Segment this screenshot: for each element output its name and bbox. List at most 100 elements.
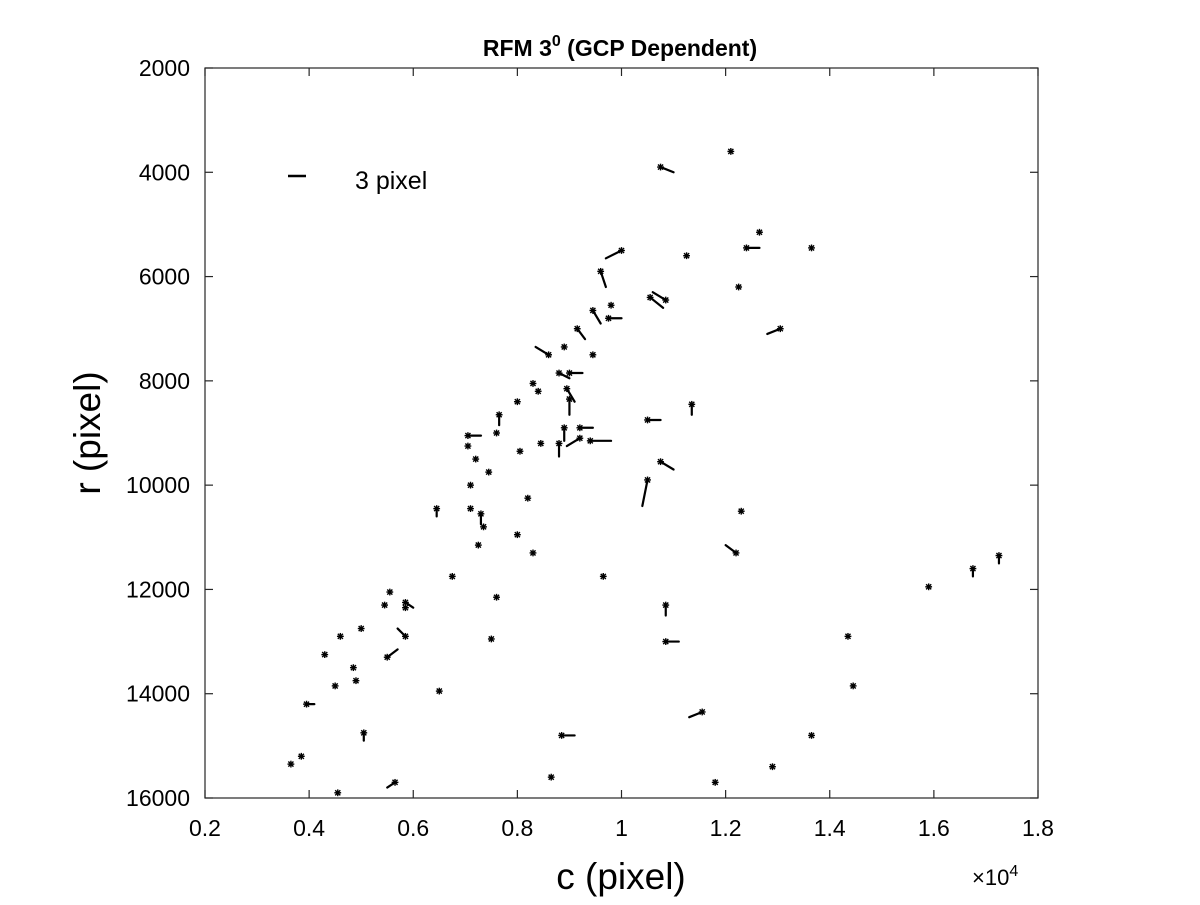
gcp-point xyxy=(331,682,339,690)
gcp-point xyxy=(352,677,360,685)
x-tick-label: 1 xyxy=(615,815,628,841)
point-marker-d2 xyxy=(969,565,976,572)
point-marker-d2 xyxy=(321,651,328,658)
y-axis-label: r (pixel) xyxy=(67,371,108,494)
gcp-point xyxy=(472,455,480,463)
point-marker-d2 xyxy=(712,779,719,786)
gcp-point xyxy=(651,291,670,304)
y-tick-label: 16000 xyxy=(126,785,190,811)
point-marker-d2 xyxy=(808,732,815,739)
point-marker-d2 xyxy=(472,456,479,463)
gcp-point xyxy=(683,252,690,260)
point-marker-d2 xyxy=(529,549,537,556)
gcp-point xyxy=(756,228,763,236)
gcp-point xyxy=(724,544,740,557)
point-marker-d2 xyxy=(493,594,500,601)
point-marker-d2 xyxy=(644,476,651,483)
gcp-point xyxy=(360,729,368,742)
plot-area xyxy=(205,68,1038,798)
x-tick-label: 1.8 xyxy=(1022,815,1054,841)
x-tick-label: 0.2 xyxy=(189,815,221,841)
point-marker-d2 xyxy=(555,369,563,377)
point-marker-d2 xyxy=(303,701,310,708)
point-marker-d2 xyxy=(738,508,745,515)
gcp-point xyxy=(402,599,415,609)
point-marker-d2 xyxy=(464,442,471,450)
gcp-point xyxy=(297,752,305,760)
gcp-point xyxy=(688,400,696,416)
point-marker-d2 xyxy=(566,396,573,403)
x-tick-label: 0.8 xyxy=(501,815,533,841)
x-tick-label: 1.2 xyxy=(710,815,742,841)
point-marker-d2 xyxy=(516,448,524,455)
gcp-point xyxy=(534,387,542,395)
chart-title-main: RFM 3 xyxy=(483,35,552,61)
point-marker-d2 xyxy=(727,148,734,155)
point-marker-d2 xyxy=(386,588,393,596)
gcp-point xyxy=(599,572,607,580)
point-marker-d2 xyxy=(732,549,740,556)
residual-vector xyxy=(641,478,649,508)
gcp-point xyxy=(735,283,743,291)
x-axis-label: c (pixel) xyxy=(556,856,686,897)
gcp-point xyxy=(657,163,675,174)
gcp-point xyxy=(808,244,815,252)
point-marker-d2 xyxy=(496,411,503,418)
gcp-point xyxy=(844,632,852,640)
gcp-point xyxy=(464,432,483,440)
gcp-point xyxy=(849,682,857,690)
gcp-point xyxy=(589,307,602,325)
chart-title: RFM 30 (GCP Dependent) xyxy=(483,33,757,61)
point-marker-d2 xyxy=(756,229,763,236)
point-marker-d2 xyxy=(467,482,474,489)
point-marker-d2 xyxy=(514,531,521,538)
point-marker-d2 xyxy=(558,732,565,739)
point-marker-d2 xyxy=(537,440,544,447)
point-marker-d2 xyxy=(488,635,495,643)
point-marker-d2 xyxy=(688,401,695,408)
gcp-point xyxy=(433,505,441,518)
point-marker-d2 xyxy=(436,688,443,695)
x-exponent-base: ×10 xyxy=(972,865,1009,890)
gcp-point xyxy=(448,572,456,580)
point-marker-d2 xyxy=(618,247,625,254)
gcp-point xyxy=(303,700,316,708)
gcp-point xyxy=(513,531,521,539)
x-tick-label: 1.6 xyxy=(918,815,950,841)
gcp-point xyxy=(769,763,776,771)
gcp-point xyxy=(766,325,784,336)
point-marker-d2 xyxy=(566,369,573,377)
point-marker-d2 xyxy=(589,307,596,314)
x-exponent-power: 4 xyxy=(1009,863,1018,880)
gcp-point xyxy=(480,523,487,531)
gcp-point xyxy=(349,664,357,672)
gcp-point xyxy=(604,247,625,260)
point-marker-d2 xyxy=(699,708,706,716)
gcp-point xyxy=(607,301,615,309)
y-tick-label: 8000 xyxy=(139,368,190,394)
point-marker-d2 xyxy=(298,753,305,760)
residual-vector xyxy=(766,327,782,336)
x-tick-label: 1.4 xyxy=(814,815,846,841)
point-marker-d2 xyxy=(574,325,581,332)
gcp-point xyxy=(969,565,977,578)
gcp-point xyxy=(727,148,735,155)
y-tick-label: 6000 xyxy=(139,264,190,290)
gcp-point xyxy=(396,627,409,640)
gcp-point xyxy=(493,593,500,601)
point-marker-d2 xyxy=(391,779,399,786)
point-marker-d2 xyxy=(352,677,360,684)
gcp-point xyxy=(529,380,537,387)
gcp-point xyxy=(573,325,587,341)
point-marker-d2 xyxy=(384,654,391,661)
gcp-point xyxy=(524,494,532,502)
gcp-point xyxy=(493,429,500,437)
gcp-point xyxy=(555,440,563,458)
residual-vector xyxy=(604,249,623,260)
y-tick-label: 4000 xyxy=(139,159,190,185)
gcp-point xyxy=(474,541,482,549)
point-marker-d2 xyxy=(402,604,409,611)
gcp-point xyxy=(566,395,573,416)
gcp-point xyxy=(485,468,493,476)
gcp-point xyxy=(743,244,761,252)
